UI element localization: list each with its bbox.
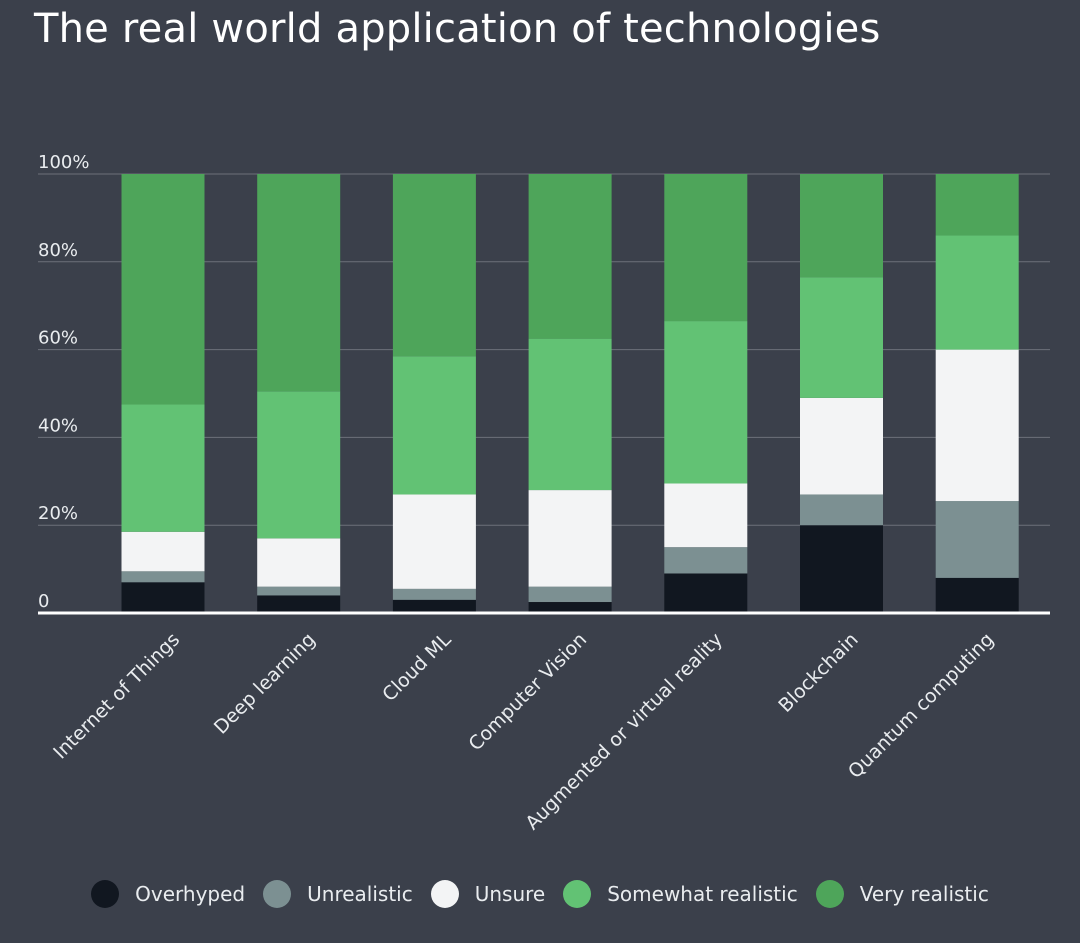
- bar-segment: [800, 525, 883, 613]
- bar-segment: [664, 573, 748, 613]
- bar-segment: [800, 494, 883, 526]
- bar-segment: [800, 174, 883, 278]
- legend-label: Very realistic: [859, 882, 989, 906]
- legend-label: Overhyped: [135, 882, 246, 906]
- legend-item: Unsure: [430, 880, 546, 908]
- bar-segment: [121, 531, 205, 572]
- legend-swatch-icon: [430, 880, 459, 908]
- legend-item: Unrealistic: [263, 880, 413, 908]
- bar-segment: [800, 397, 883, 495]
- legend-item: Very realistic: [815, 880, 989, 908]
- bar-segment: [257, 538, 341, 587]
- bar-segment: [528, 490, 612, 587]
- legend-label: Somewhat realistic: [607, 882, 798, 906]
- y-tick-label: 80%: [38, 240, 78, 261]
- bar-segment: [392, 588, 476, 600]
- stacked-bar-chart: 0 20% 40% 60% 80% 100% Internet of Things Deep …: [38, 152, 1050, 834]
- y-tick-label: 40%: [38, 415, 78, 436]
- bar-segment: [121, 582, 205, 613]
- chart-legend: Overhyped Unrealistic Unsure Somewhat reali…: [0, 880, 1080, 908]
- legend-swatch-icon: [263, 880, 292, 908]
- bar-segment: [664, 547, 748, 574]
- bar-segment: [121, 571, 205, 583]
- bar-segment: [800, 277, 883, 398]
- bar-segment: [121, 404, 205, 532]
- bar-segment: [257, 595, 341, 613]
- bar-segment: [935, 235, 1019, 350]
- bar-segment: [528, 338, 612, 491]
- y-tick-label: 60%: [38, 328, 78, 349]
- x-tick-label: Internet of Things: [49, 629, 184, 764]
- bar-segment: [392, 174, 476, 357]
- legend-swatch-icon: [563, 880, 592, 908]
- legend-label: Unsure: [474, 882, 546, 906]
- x-tick-label: Cloud ML: [378, 628, 456, 706]
- legend-item: Overhyped: [91, 880, 245, 908]
- bar-segment: [664, 483, 748, 548]
- bar-segment: [392, 599, 476, 613]
- bar-segment: [935, 349, 1019, 502]
- legend-swatch-icon: [815, 880, 844, 908]
- x-tick-label: Quantum computing: [844, 629, 998, 783]
- bar-segment: [664, 174, 748, 322]
- x-tick-label: Blockchain: [774, 629, 862, 717]
- bar-segment: [935, 174, 1019, 236]
- bar-segment: [664, 321, 748, 484]
- legend-item: Somewhat realistic: [563, 880, 798, 908]
- bar-segment: [528, 602, 612, 613]
- y-tick-label: 100%: [38, 152, 89, 173]
- bar-segment: [935, 501, 1019, 578]
- bar-segment: [528, 586, 612, 603]
- y-tick-label: 20%: [38, 503, 78, 524]
- bar-segment: [257, 174, 341, 392]
- bar-segment: [121, 174, 205, 405]
- bar-segment: [392, 494, 476, 589]
- bar-segment: [528, 174, 612, 339]
- y-tick-label: 0: [38, 591, 49, 612]
- bar-segment: [935, 577, 1019, 613]
- bar-segment: [257, 586, 341, 596]
- bar-segment: [257, 391, 341, 539]
- bar-segment: [392, 356, 476, 495]
- x-tick-label: Deep learning: [210, 629, 320, 739]
- chart-title: The real world application of technologi…: [34, 6, 881, 52]
- legend-swatch-icon: [91, 880, 120, 908]
- legend-label: Unrealistic: [307, 882, 413, 906]
- x-tick-label: Computer Vision: [465, 629, 592, 756]
